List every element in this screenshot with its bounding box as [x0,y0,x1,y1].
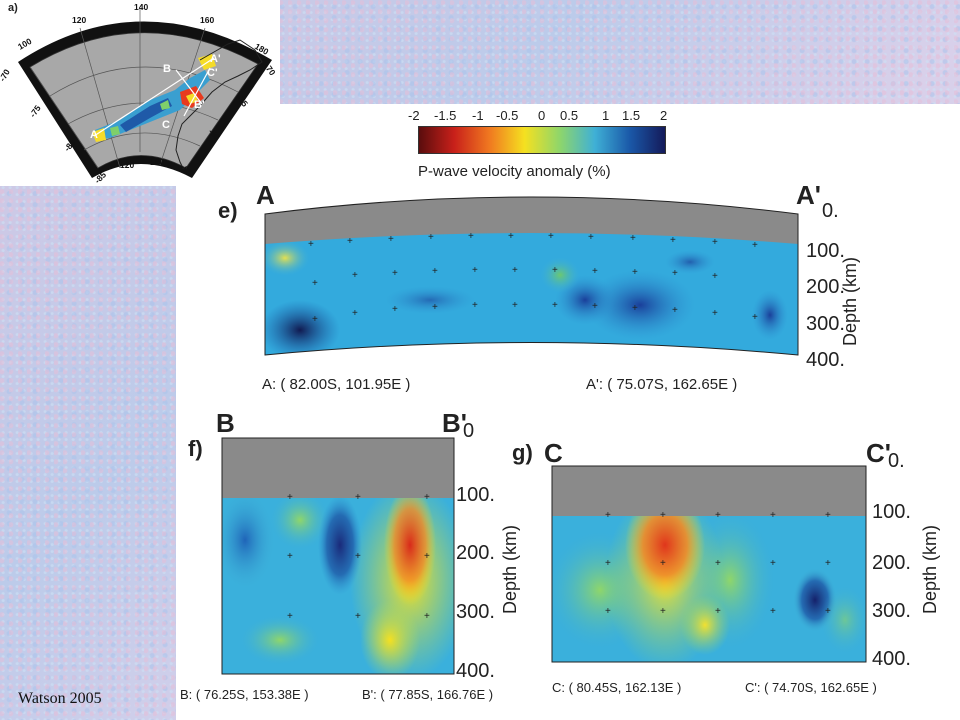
section-g-start-label: C [544,438,563,468]
colorbar-tick: 2 [660,108,668,123]
section-g-depth-tick: 0. [888,450,905,472]
section-e-end-coords: A': ( 75.07S, 162.65E ) [586,376,738,393]
section-f-depth-tick: 100. [456,484,495,506]
antarctic-map: 140 120 160 100 180 120 160 -70 -75 -80 … [0,2,278,185]
section-f-start-coords: B: ( 76.25S, 153.38E ) [180,687,309,702]
colorbar-tick: 1.5 [622,108,641,123]
section-e-depth-tick: 100. [806,240,845,262]
profile-marker: C [162,119,170,131]
profile-line-c [183,67,211,117]
colorbar-tick: 0 [538,108,546,123]
section-g-end-coords: C': ( 74.70S, 162.65E ) [745,680,877,695]
section-f-axis-label: Depth (km) [500,524,520,614]
section-f-end-coords: B': ( 77.85S, 166.76E ) [362,687,494,702]
profile-marker: B' [194,99,205,111]
section-e-end-label: A' [796,180,821,210]
map-lon-tick: 120 [120,160,134,170]
section-e-start-coords: A: ( 82.00S, 101.95E ) [262,376,411,393]
section-e-depth-tick: 300. [806,313,845,335]
section-f-panel-label: f) [188,436,203,461]
map-lat-tick-left: -70 [0,67,12,83]
profile-marker: A [90,129,98,141]
section-f-depth-tick: 300. [456,601,495,623]
colorbar-tick: -1.5 [434,108,457,123]
colorbar-tick: 0.5 [560,108,579,123]
profile-line-b [175,69,203,105]
map-lon-tick: 160 [200,15,214,25]
map-lon-tick: 140 [134,2,148,12]
section-g-depth-tick: 400. [872,648,911,670]
profile-marker: C' [207,67,218,79]
section-f-depth-tick: 200. [456,542,495,564]
colorbar-ticks: -2 -1.5 -1 -0.5 0 0.5 1 1.5 2 [408,108,670,124]
section-g-panel-label: g) [512,440,533,465]
section-e-depth-tick: 200. [806,276,845,298]
section-g-depth-tick: 300. [872,600,911,622]
section-e-depth-tick: 0. [822,200,839,222]
colorbar-tick: 1 [602,108,610,123]
credit-label: Watson 2005 [18,690,102,707]
section-e-depth-tick: 400. [806,349,845,371]
colorbar-tick: -2 [408,108,420,123]
profile-marker: B [163,63,171,75]
colorbar [418,126,666,154]
section-e-axis-label: Depth (km) [840,256,860,346]
section-g-depth-tick: 100. [872,501,911,523]
section-g-axis-label: Depth (km) [920,524,940,614]
colorbar-title: P-wave velocity anomaly (%) [418,163,611,180]
map-lat-tick-left: -75 [27,103,42,119]
section-g-start-coords: C: ( 80.45S, 162.13E ) [552,680,682,695]
map-lon-tick: 100 [16,36,34,52]
profile-line-a [93,57,215,137]
section-f-end-label: B' [442,408,467,438]
map-lon-tick: 160 [150,157,164,167]
section-f-depth-tick: 400. [456,660,495,682]
colorbar-tick: -1 [472,108,484,123]
section-f-start-label: B [216,408,235,438]
profile-marker: A' [210,53,221,65]
coastline [175,39,263,171]
colorbar-tick: -0.5 [496,108,519,123]
section-e-panel-label: e) [218,198,238,223]
section-f-depth-tick: 0 [463,420,475,442]
section-g-end-label: C' [866,438,891,468]
section-g-depth-tick: 200. [872,552,911,574]
map-panel-label: a) [8,2,18,14]
map-lon-tick: 120 [72,15,86,25]
section-e-start-label: A [256,180,275,210]
